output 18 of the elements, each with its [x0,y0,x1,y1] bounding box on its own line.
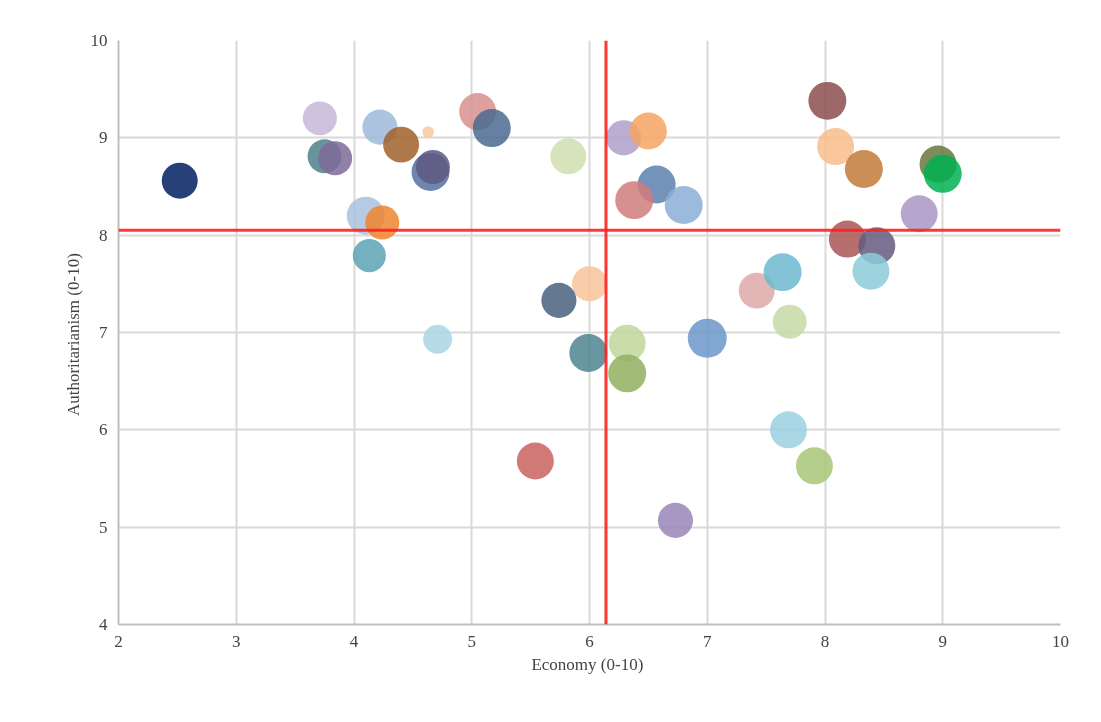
y-tick-label: 9 [99,128,108,148]
y-tick-label: 8 [99,225,108,245]
x-tick-label: 9 [938,631,947,651]
x-tick-label: 5 [467,631,476,651]
x-tick-label: 8 [820,631,830,651]
x-tick-label: 2 [114,631,123,651]
y-axis-title: Authoritarianism (0-10) [63,253,83,417]
y-tick-label: 5 [99,517,108,537]
x-tick-label: 4 [349,631,359,651]
x-axis-title: Economy (0-10) [531,654,644,674]
x-tick-label: 3 [232,631,241,651]
x-tick-label: 7 [703,631,712,651]
y-tick-label: 6 [99,420,108,440]
y-tick-label: 7 [99,323,108,342]
x-tick-label: 6 [585,631,594,651]
y-tick-label: 4 [99,615,108,634]
x-tick-label: 10 [1052,631,1069,651]
y-tick-label: 10 [90,31,108,50]
